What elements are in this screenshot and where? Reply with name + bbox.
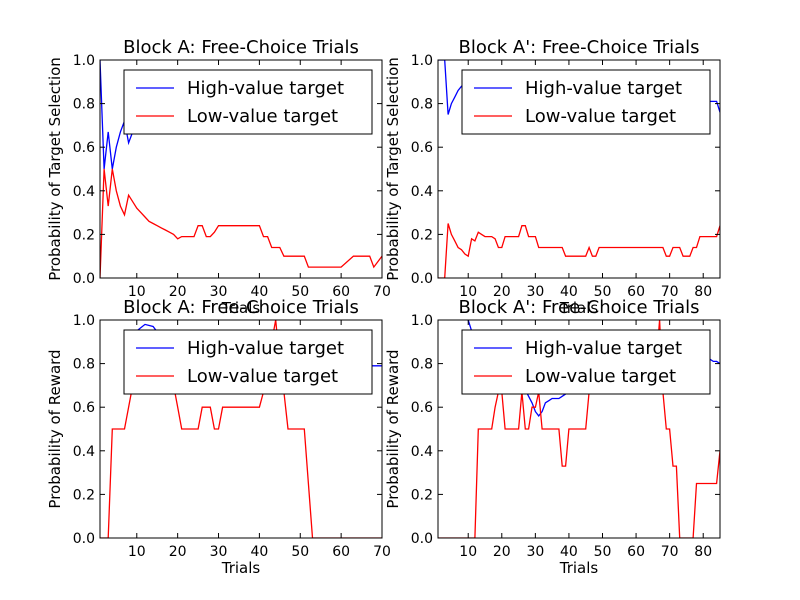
x-tick-label: 60 bbox=[332, 544, 350, 560]
axes-frame bbox=[437, 59, 721, 279]
x-tick-label: 80 bbox=[694, 284, 712, 300]
subplot-title: Block A: Free-Choice Trials bbox=[123, 37, 359, 58]
subplot-3: 10 20 30 40 50 60 70 0.0 0.2 0.4 0.6 0.8 1.0 Block A:… bbox=[46, 297, 391, 577]
legend-label: High-value target bbox=[525, 78, 682, 99]
y-tick-label: 0.8 bbox=[73, 357, 95, 373]
legend: High-value target Low-value target bbox=[461, 329, 711, 395]
x-tick-label: 70 bbox=[661, 544, 679, 560]
x-tick-label: 30 bbox=[526, 284, 544, 300]
subplot-title: Block A: Free-Choice Trials bbox=[123, 297, 359, 318]
y-tick-label: 0.2 bbox=[73, 487, 95, 503]
x-tick-label: 20 bbox=[493, 544, 511, 560]
legend-box bbox=[461, 69, 711, 135]
x-tick-label: 60 bbox=[627, 544, 645, 560]
legend-label: Low-value target bbox=[187, 106, 338, 127]
y-tick-label: 0.2 bbox=[73, 227, 95, 243]
y-tick-label: 0.4 bbox=[73, 184, 95, 200]
x-axis-label: Trials bbox=[221, 559, 261, 577]
legend-label: Low-value target bbox=[187, 366, 338, 387]
x-tick-label: 50 bbox=[594, 544, 612, 560]
x-tick-label: 40 bbox=[250, 544, 268, 560]
x-tick-label: 10 bbox=[459, 544, 477, 560]
x-tick-label: 30 bbox=[210, 284, 228, 300]
y-tick-label: 0.6 bbox=[73, 140, 95, 156]
x-tick-label: 50 bbox=[291, 284, 309, 300]
y-tick-label: 0.8 bbox=[411, 97, 433, 113]
series-group bbox=[438, 60, 720, 278]
y-tick-label: 0.8 bbox=[73, 97, 95, 113]
axes-frame bbox=[99, 319, 383, 539]
x-tick-label: 20 bbox=[493, 284, 511, 300]
legend-label: High-value target bbox=[525, 338, 682, 359]
subplot-title: Block A': Free-Choice Trials bbox=[459, 297, 700, 318]
y-tick-label: 0.8 bbox=[411, 357, 433, 373]
series-line-high-value bbox=[438, 60, 720, 115]
legend-label: High-value target bbox=[187, 338, 344, 359]
y-tick-label: 0.4 bbox=[73, 444, 95, 460]
x-axis-label: Trials bbox=[559, 559, 599, 577]
x-tick-label: 10 bbox=[459, 284, 477, 300]
legend: High-value target Low-value target bbox=[123, 69, 373, 135]
y-tick-label: 0.6 bbox=[73, 400, 95, 416]
x-tick-label: 50 bbox=[291, 544, 309, 560]
y-tick-label: 0.4 bbox=[411, 184, 433, 200]
axes-frame bbox=[437, 319, 721, 539]
y-tick-label: 0.4 bbox=[411, 444, 433, 460]
y-axis-label: Probability of Reward bbox=[46, 349, 64, 508]
x-tick-label: 40 bbox=[560, 284, 578, 300]
x-tick-label: 70 bbox=[661, 284, 679, 300]
x-tick-label: 30 bbox=[210, 544, 228, 560]
y-tick-label: 1.0 bbox=[73, 53, 95, 69]
x-tick-label: 70 bbox=[373, 544, 391, 560]
subplot-title: Block A': Free-Choice Trials bbox=[459, 37, 700, 58]
legend: High-value target Low-value target bbox=[123, 329, 373, 395]
y-tick-label: 0.0 bbox=[73, 531, 95, 547]
y-axis-label: Probability of Target Selection bbox=[46, 57, 64, 281]
x-tick-label: 80 bbox=[694, 544, 712, 560]
y-tick-label: 0.2 bbox=[411, 227, 433, 243]
legend-label: High-value target bbox=[187, 78, 344, 99]
series-line-low-value bbox=[438, 223, 720, 278]
legend-box bbox=[123, 69, 373, 135]
y-tick-label: 0.6 bbox=[411, 400, 433, 416]
y-tick-label: 0.0 bbox=[411, 531, 433, 547]
y-tick-label: 0.0 bbox=[73, 271, 95, 287]
x-tick-label: 20 bbox=[169, 544, 187, 560]
y-axis-label: Probability of Target Selection bbox=[384, 57, 402, 281]
x-tick-label: 60 bbox=[627, 284, 645, 300]
subplot-4: 10 20 30 40 50 60 70 80 0.0 0.2 0.4 0.6 0.8 1.0 Block … bbox=[384, 297, 721, 577]
x-tick-label: 10 bbox=[128, 284, 146, 300]
axes-frame bbox=[99, 59, 383, 279]
legend-box bbox=[123, 329, 373, 395]
x-tick-label: 50 bbox=[594, 284, 612, 300]
y-tick-label: 1.0 bbox=[73, 313, 95, 329]
series-line-low-value bbox=[438, 320, 720, 538]
x-tick-label: 40 bbox=[250, 284, 268, 300]
y-tick-label: 1.0 bbox=[411, 53, 433, 69]
legend-label: Low-value target bbox=[525, 366, 676, 387]
y-tick-label: 1.0 bbox=[411, 313, 433, 329]
y-tick-label: 0.0 bbox=[411, 271, 433, 287]
subplot-2: 10 20 30 40 50 60 70 80 0.0 0.2 0.4 0.6 0.8 1.0 Block … bbox=[384, 37, 721, 317]
x-tick-label: 20 bbox=[169, 284, 187, 300]
legend: High-value target Low-value target bbox=[461, 69, 711, 135]
y-tick-label: 0.2 bbox=[411, 487, 433, 503]
x-axis-label: Trials bbox=[221, 299, 261, 317]
x-axis-label: Trials bbox=[559, 299, 599, 317]
x-tick-label: 30 bbox=[526, 544, 544, 560]
series-line-low-value bbox=[100, 320, 382, 538]
x-tick-label: 70 bbox=[373, 284, 391, 300]
subplot-1: 10 20 30 40 50 60 70 0.0 0.2 0.4 0.6 0.8 1.0 Block A:… bbox=[46, 37, 391, 317]
x-tick-label: 10 bbox=[128, 544, 146, 560]
legend-label: Low-value target bbox=[525, 106, 676, 127]
series-line-low-value bbox=[100, 168, 382, 278]
y-axis-label: Probability of Reward bbox=[384, 349, 402, 508]
x-tick-label: 40 bbox=[560, 544, 578, 560]
y-tick-label: 0.6 bbox=[411, 140, 433, 156]
legend-box bbox=[461, 329, 711, 395]
x-tick-label: 60 bbox=[332, 284, 350, 300]
